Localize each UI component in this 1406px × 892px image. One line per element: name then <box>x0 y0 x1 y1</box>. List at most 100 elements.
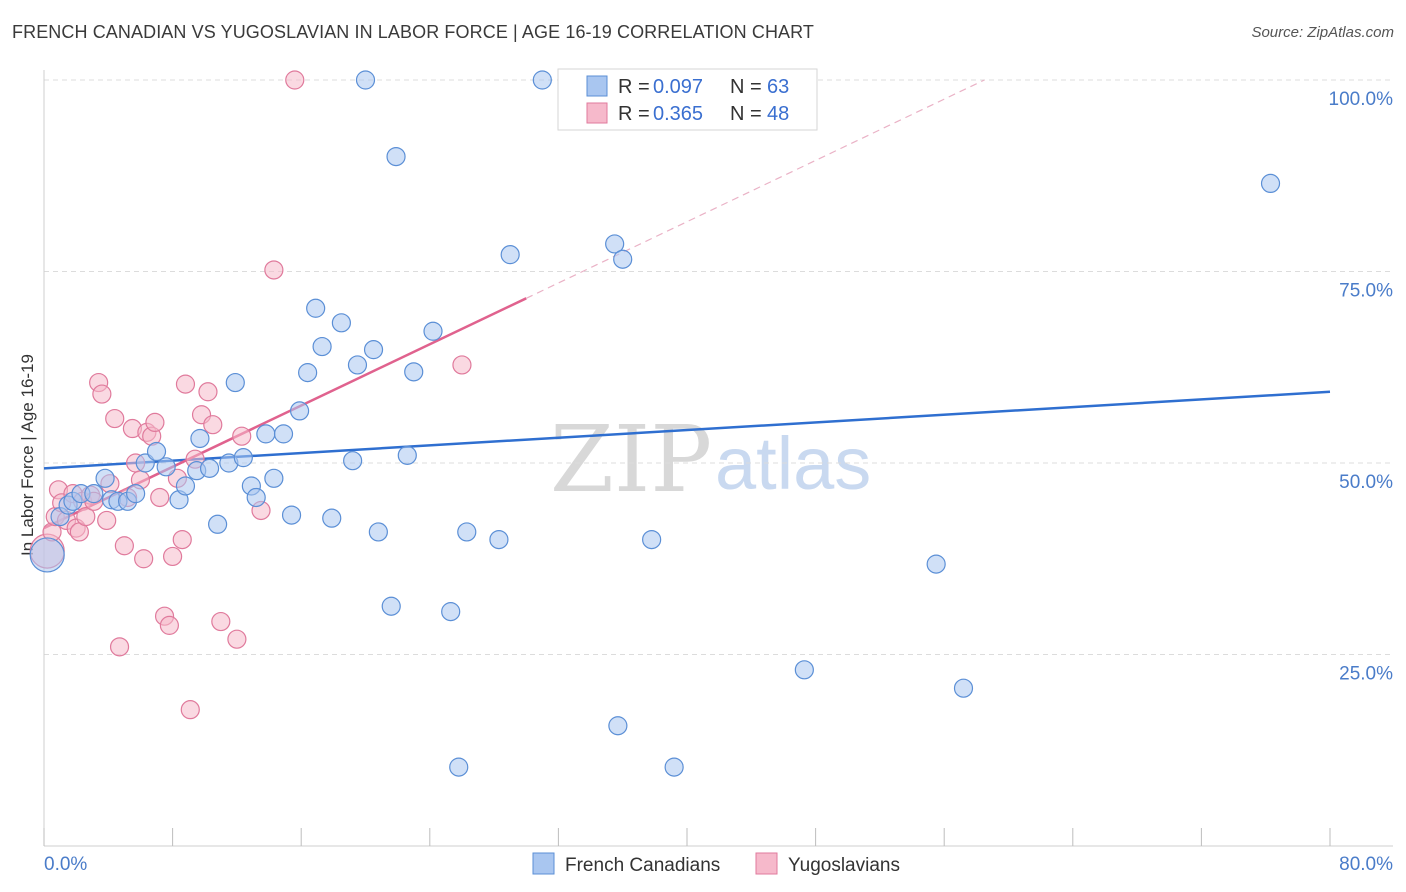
french-canadians-point <box>156 457 176 477</box>
yugoslavians-point <box>203 415 223 435</box>
french-canadians-point <box>423 321 443 341</box>
yugoslavians-point <box>105 408 125 429</box>
french-canadians-point <box>1260 173 1281 194</box>
y-tick-label: 50.0% <box>1339 472 1393 493</box>
french-canadians-points <box>29 70 1281 777</box>
yugoslavians-point <box>163 546 183 567</box>
yugoslavians-point <box>175 374 196 394</box>
y-tick-label: 25.0% <box>1339 664 1393 685</box>
yugoslavians-point <box>227 629 247 649</box>
french-canadians-point <box>273 424 294 444</box>
french-canadians-point <box>281 505 302 525</box>
french-canadians-point <box>95 468 115 488</box>
bottom-legend-swatch-yugoslavians <box>755 852 778 875</box>
correlation-legend: R = 0.097 N = 63 R = 0.365 N = 48 <box>557 68 818 131</box>
axes <box>43 70 1393 847</box>
french-canadians-point <box>126 484 146 504</box>
yugoslavians-points <box>29 70 472 720</box>
yugoslavians-point <box>285 70 305 90</box>
french-canadians-point <box>381 596 401 616</box>
legend-n-label-blue: N = <box>730 76 762 98</box>
x-tick-label-max: 80.0% <box>1339 854 1393 875</box>
legend-r-label-blue: R = <box>618 76 650 98</box>
french-canadians-point <box>953 678 974 698</box>
chart-title: FRENCH CANADIAN VS YUGOSLAVIAN IN LABOR … <box>12 22 815 42</box>
yugoslavians-point <box>180 700 200 720</box>
legend-n-label-pink: N = <box>730 103 762 125</box>
french-canadians-point <box>355 70 376 90</box>
series-legend: French Canadians Yugoslavians <box>532 852 900 876</box>
french-canadians-point <box>608 716 628 736</box>
yugoslavians-point <box>134 549 154 569</box>
yugoslavians-point <box>159 615 179 635</box>
french-canadians-point <box>233 448 253 468</box>
french-canadians-point <box>135 453 155 473</box>
french-canadians-point <box>322 508 342 528</box>
french-canadians-point <box>386 147 406 167</box>
french-canadians-point <box>441 602 461 622</box>
french-canadians-point <box>664 757 684 777</box>
x-tick-label-min: 0.0% <box>44 854 87 875</box>
french-canadians-point <box>363 340 384 360</box>
y-tick-labels: 25.0% 50.0% 75.0% 100.0% <box>1329 89 1394 685</box>
french-canadians-point <box>500 245 520 265</box>
french-canadians-point <box>298 363 318 383</box>
yugoslavians-point <box>145 412 165 433</box>
french-canadians-point <box>331 313 351 333</box>
french-canadians-point <box>306 298 326 318</box>
french-canadians-point <box>642 529 662 550</box>
french-canadians-point <box>199 458 220 478</box>
french-canadians-point <box>208 514 228 534</box>
french-canadians-point <box>175 476 196 496</box>
french-canadians-point <box>312 336 332 357</box>
french-canadians-point <box>347 355 368 375</box>
yugoslavians-point <box>211 611 231 632</box>
yugoslavians-point <box>232 426 252 446</box>
french-canadians-point <box>457 522 477 542</box>
french-canadians-point <box>84 484 104 504</box>
french-canadians-point <box>146 441 167 462</box>
french-canadians-point <box>613 249 633 269</box>
french-canadians-point <box>343 451 363 471</box>
french-canadians-point <box>256 424 276 444</box>
french-canadians-trendline <box>43 390 1331 470</box>
yugoslavians-point <box>172 529 192 550</box>
french-canadians-point <box>368 522 388 542</box>
yugoslavians-point <box>150 487 170 508</box>
gridlines <box>44 79 1393 655</box>
french-canadians-point <box>926 554 946 574</box>
legend-swatch-pink <box>586 102 608 124</box>
french-canadians-point <box>246 487 266 508</box>
legend-r-label-pink: R = <box>618 103 650 125</box>
french-canadians-point <box>225 372 245 393</box>
french-canadians-point <box>794 660 814 680</box>
french-canadians-point <box>449 757 469 777</box>
y-tick-label: 75.0% <box>1339 281 1393 302</box>
legend-n-value-blue: 63 <box>767 76 789 98</box>
bottom-legend-yugoslavians: Yugoslavians <box>788 855 900 876</box>
yugoslavians-point <box>198 382 218 402</box>
french-canadians-point <box>397 445 417 465</box>
yugoslavians-point <box>452 355 472 375</box>
yugoslavians-trendline-extension <box>525 79 985 299</box>
french-canadians-point <box>190 428 210 449</box>
legend-n-value-pink: 48 <box>767 103 789 125</box>
yugoslavians-point <box>114 536 134 556</box>
legend-r-value-pink: 0.365 <box>653 103 703 125</box>
yugoslavians-point <box>76 507 96 527</box>
french-canadians-point <box>404 362 424 382</box>
yugoslavians-point <box>92 384 112 404</box>
yugoslavians-point <box>264 260 284 280</box>
legend-r-value-blue: 0.097 <box>653 76 703 98</box>
french-canadians-point <box>605 234 625 254</box>
yugoslavians-point <box>97 510 117 531</box>
french-canadians-point <box>264 468 284 488</box>
bottom-legend-swatch-french-canadians <box>532 852 555 875</box>
watermark-zip: ZIP <box>550 406 712 513</box>
legend-swatch-blue <box>586 75 608 97</box>
french-canadians-point <box>289 401 310 421</box>
y-axis-label: In Labor Force | Age 16-19 <box>18 354 37 556</box>
y-tick-label: 100.0% <box>1329 89 1394 110</box>
french-canadians-point <box>29 537 65 573</box>
